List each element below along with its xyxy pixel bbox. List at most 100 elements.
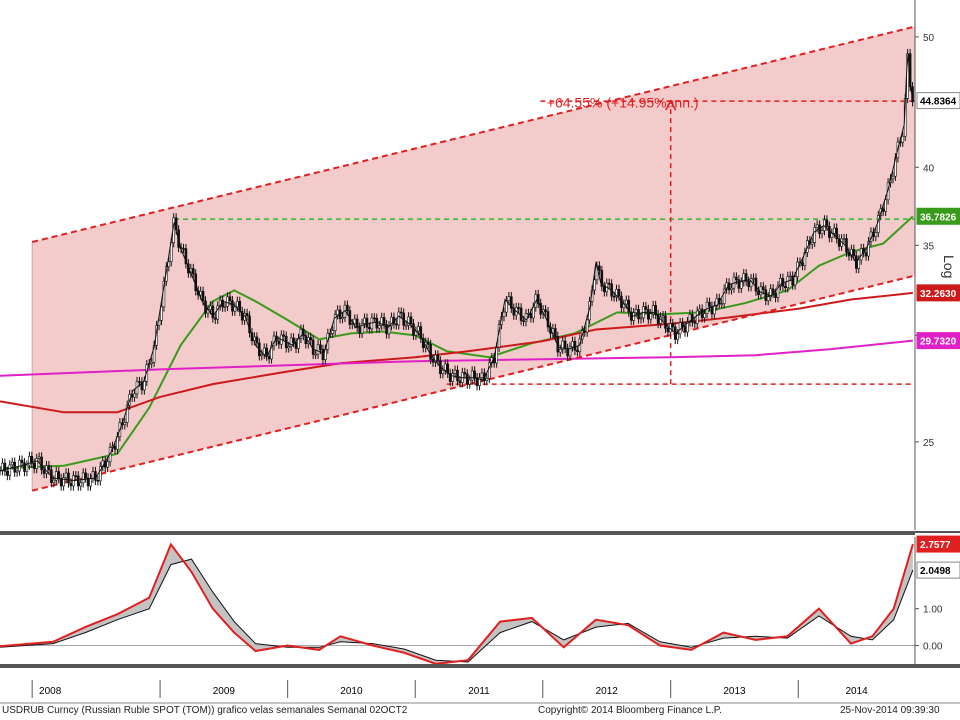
price-candle-body xyxy=(1,462,4,471)
price-candle-body xyxy=(600,270,604,287)
price-candle-body xyxy=(123,422,127,426)
price-candle-body xyxy=(267,355,271,360)
price-candle-body xyxy=(857,259,861,269)
price-candle-body xyxy=(757,290,760,296)
price-candle-body xyxy=(852,249,856,257)
price-candle-body xyxy=(245,313,249,317)
price-candle-body xyxy=(255,336,259,344)
price-candle-body xyxy=(10,461,14,466)
price-candle-body xyxy=(309,337,313,341)
price-candle-body xyxy=(74,475,78,478)
price-candle-body xyxy=(656,314,660,324)
price-candle-body xyxy=(8,464,12,476)
osc-value-tag-1-text: 2.7577 xyxy=(920,540,951,551)
price-candle-body xyxy=(377,325,381,329)
price-candle-body xyxy=(431,359,435,363)
price-candle-body xyxy=(380,317,383,326)
price-candle-body xyxy=(30,455,34,464)
price-candle-body xyxy=(15,470,19,473)
main-panel: +64.55% (+14.95%ann.) xyxy=(0,25,915,492)
price-candle-body xyxy=(786,276,790,289)
price-candle-body xyxy=(700,308,704,319)
price-candle-body xyxy=(766,296,770,301)
price-candle-body xyxy=(517,307,520,309)
price-candle-body xyxy=(228,296,232,302)
price-candle-body xyxy=(86,477,90,487)
price-candle-body xyxy=(226,296,229,307)
price-candle-body xyxy=(666,328,670,333)
x-tick-label: 2009 xyxy=(213,686,236,697)
price-candle-body xyxy=(524,313,528,322)
price-candle-body xyxy=(52,479,56,483)
price-candle-body xyxy=(769,288,772,298)
price-candle-body xyxy=(191,268,195,275)
price-candle-body xyxy=(815,224,819,228)
price-candle-body xyxy=(150,361,153,364)
price-candle-body xyxy=(510,296,513,309)
price-candle-body xyxy=(651,305,655,315)
price-candle-body xyxy=(602,286,606,293)
price-series xyxy=(0,48,914,491)
footer-security: USDRUB Curncy (Russian Ruble SPOT (TOM))… xyxy=(2,705,408,716)
price-candle-body xyxy=(634,309,638,314)
price-candle-body xyxy=(607,282,611,285)
price-candle-body xyxy=(463,372,467,375)
price-candle-body xyxy=(79,482,83,487)
price-candle-body xyxy=(708,301,711,307)
price-candle-body xyxy=(693,321,697,324)
price-line xyxy=(0,53,914,482)
price-candle-body xyxy=(529,313,533,319)
price-candle-body xyxy=(382,317,386,325)
price-candle-body xyxy=(522,320,525,322)
price-candle-body xyxy=(832,227,836,234)
price-candle-body xyxy=(57,471,61,479)
price-candle-body xyxy=(891,175,895,180)
price-candle-body xyxy=(140,381,144,391)
price-candle-body xyxy=(436,354,440,362)
price-candle-body xyxy=(125,404,129,423)
price-candle-body xyxy=(138,381,141,383)
price-candle-body xyxy=(744,273,748,282)
price-candle-body xyxy=(583,330,587,333)
footer-copyright: Copyright© 2014 Bloomberg Finance L.P. xyxy=(538,705,722,716)
price-candle-body xyxy=(331,330,335,334)
price-candle-body xyxy=(456,369,459,382)
price-candle-body xyxy=(742,273,746,283)
osc-axis-bg xyxy=(915,533,960,666)
price-candle-body xyxy=(664,315,667,329)
price-candle-body xyxy=(385,324,388,335)
main-value-tag-2: 36.7826 xyxy=(916,207,960,225)
price-candle-body xyxy=(480,372,484,379)
price-candle-body xyxy=(287,346,290,349)
price-candle-body xyxy=(791,275,794,286)
price-candle-body xyxy=(184,248,188,265)
price-candle-body xyxy=(299,328,303,339)
price-candle-body xyxy=(470,370,474,381)
price-candle-body xyxy=(211,305,215,319)
price-candle-body xyxy=(546,311,550,328)
price-candle-body xyxy=(710,305,714,315)
price-candle-body xyxy=(671,323,675,328)
price-candle-body xyxy=(3,462,7,472)
annotation-text: +64.55% (+14.95%ann.) xyxy=(547,95,699,111)
vertical-arrow-head xyxy=(665,99,677,111)
x-tick-label: 2011 xyxy=(468,686,490,697)
price-candle-body xyxy=(91,471,95,479)
price-candle-body xyxy=(395,323,398,326)
price-candle-body xyxy=(612,295,616,298)
price-candle-body xyxy=(874,232,878,237)
price-candle-body xyxy=(752,277,755,280)
price-candle-body xyxy=(419,326,423,339)
price-candle-body xyxy=(730,287,733,291)
price-candle-body xyxy=(319,344,322,350)
price-candle-body xyxy=(42,469,46,474)
price-candle-body xyxy=(813,227,816,243)
price-candle-body xyxy=(764,289,768,301)
price-candle-body xyxy=(289,337,293,347)
price-candle-body xyxy=(465,373,469,385)
price-candle-body xyxy=(629,311,633,321)
price-candle-body xyxy=(292,337,295,343)
price-candle-body xyxy=(644,306,648,310)
price-candle-body xyxy=(884,199,887,212)
price-candle-body xyxy=(566,348,569,357)
